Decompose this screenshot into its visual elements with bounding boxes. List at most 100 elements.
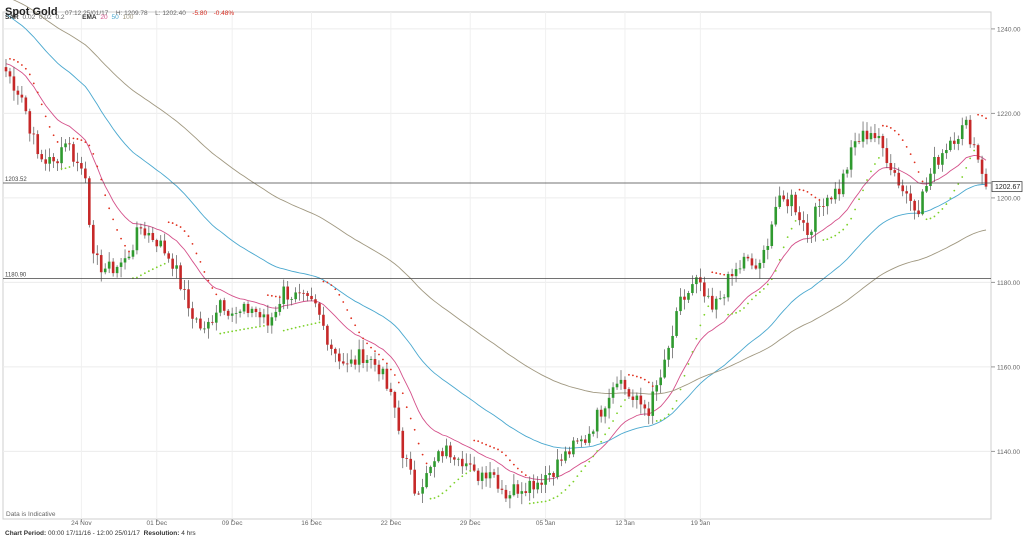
candle-body <box>460 458 464 467</box>
candle-body <box>20 94 24 98</box>
sar-dot <box>147 270 150 273</box>
candle-body <box>457 458 460 460</box>
sar-dot <box>941 208 944 210</box>
sar-dot <box>643 378 646 381</box>
sar-dot <box>596 450 599 452</box>
candle-body <box>72 144 75 162</box>
sar-dot <box>675 400 678 402</box>
sar-dot <box>806 190 809 193</box>
sar-dot <box>100 178 103 181</box>
resolution-label: Resolution: <box>143 530 180 537</box>
sar-dot <box>663 417 666 420</box>
sar-dot <box>231 330 234 333</box>
sar-dot <box>862 189 864 192</box>
candle-body <box>306 293 309 296</box>
candle-body <box>814 206 817 232</box>
candle-body <box>143 228 147 236</box>
candle-body <box>976 145 980 160</box>
candle-body <box>187 289 190 309</box>
candle-body <box>389 388 393 392</box>
candle-body <box>829 197 833 200</box>
candle-body <box>175 265 178 269</box>
candle-body <box>48 156 51 164</box>
sar-dot <box>171 222 174 224</box>
candle-body <box>893 170 897 173</box>
candle-body <box>980 159 984 174</box>
candle-body <box>234 312 238 314</box>
candle-body <box>211 321 214 323</box>
candle-body <box>262 314 266 318</box>
sar-dot <box>572 480 575 483</box>
candle-body <box>984 173 988 187</box>
sar-dot <box>378 353 380 356</box>
candle-body <box>155 239 159 247</box>
sar-dot <box>112 218 115 221</box>
sar-dot <box>576 475 579 478</box>
candle-body <box>238 311 242 313</box>
candle-body <box>786 199 789 207</box>
candle-body <box>119 262 123 267</box>
candle-body <box>524 491 528 494</box>
candle-body <box>290 299 293 300</box>
candle-body <box>179 265 182 290</box>
sar-dot <box>370 346 372 349</box>
sar-dot <box>739 309 741 312</box>
sar-dot <box>322 280 325 283</box>
sar-dot <box>489 445 491 448</box>
sar-dot <box>699 324 702 327</box>
sar-dot <box>354 324 357 327</box>
candle-body <box>849 147 853 170</box>
candle-body <box>611 387 615 398</box>
chart-footer: Chart Period: 00:00 17/11/16 - 12:00 25/… <box>5 530 196 537</box>
sar-dot <box>155 266 158 269</box>
sar-dot <box>207 279 210 282</box>
sar-dot <box>917 171 920 173</box>
candle-body <box>889 163 893 171</box>
candle-body <box>635 395 639 400</box>
candle-body <box>706 295 710 297</box>
current-price-box <box>991 181 1023 193</box>
candle-body <box>159 240 163 247</box>
candle-body <box>869 133 873 140</box>
candles <box>4 59 988 509</box>
sar-dot <box>282 329 285 332</box>
candle-body <box>726 274 730 298</box>
sar-dot <box>564 489 567 491</box>
candle-body <box>286 286 290 300</box>
candle-body <box>222 300 226 311</box>
candle-body <box>437 451 440 462</box>
sar-dot <box>544 500 547 503</box>
sar-dot <box>834 234 837 237</box>
sar-dot <box>159 264 162 267</box>
candle-body <box>139 227 143 229</box>
sar-dot <box>505 454 507 457</box>
sar-param-1: 0.02 <box>22 14 36 21</box>
sar-dot <box>191 242 194 245</box>
candle-body <box>663 359 666 378</box>
sar-dot <box>88 144 91 147</box>
sar-dot <box>881 124 884 127</box>
candle-body <box>619 379 623 384</box>
chart-header: Spot Gold 07:12 25/01/17 H: 1209.78 L: 1… <box>5 2 234 20</box>
sar-dot <box>294 326 297 329</box>
candle-body <box>254 308 258 313</box>
ema-50-line <box>5 13 987 449</box>
candle-body <box>603 408 607 417</box>
sar-dot <box>822 239 825 241</box>
x-tick-label: 05 Jan <box>536 520 556 527</box>
sar-dot <box>28 73 31 76</box>
candle-body <box>822 206 825 207</box>
sar-dot <box>136 276 138 279</box>
candle-body <box>183 289 186 290</box>
candle-body <box>794 194 797 213</box>
candle-body <box>885 148 889 164</box>
sar-dot <box>921 180 924 183</box>
sar-dot <box>659 419 662 422</box>
candle-body <box>845 169 849 174</box>
candle-body <box>258 312 262 318</box>
candle-body <box>266 314 270 326</box>
candle-body <box>353 359 357 365</box>
candle-body <box>151 232 155 240</box>
y-tick-label: 1200.00 <box>997 195 1021 202</box>
